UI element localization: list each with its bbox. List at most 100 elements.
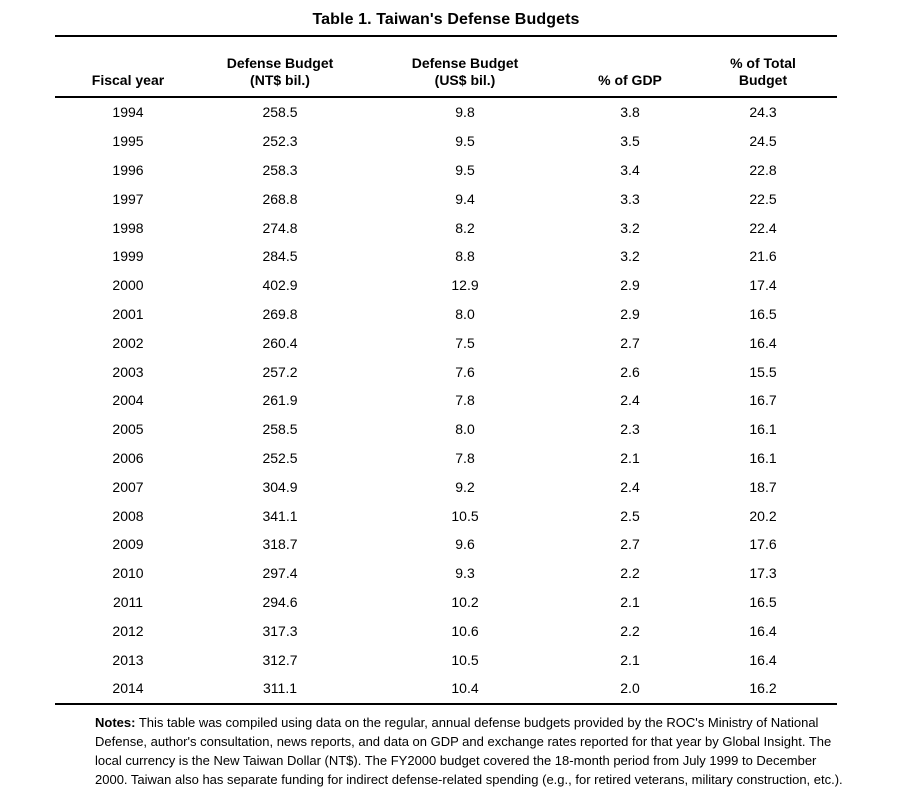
table-cell: 311.1 <box>263 680 297 697</box>
column-header-line: % of Total <box>730 55 796 71</box>
table-cell: 2.1 <box>620 449 640 466</box>
table-cell: 16.2 <box>749 680 777 697</box>
table-title: Table 1. Taiwan's Defense Budgets <box>312 11 580 28</box>
column-header-line: Budget <box>738 72 788 88</box>
table-cell: 8.0 <box>455 421 475 438</box>
table-cell: 21.6 <box>749 248 777 265</box>
table-cell: 16.5 <box>749 305 777 322</box>
column-header-0: Fiscal year <box>55 36 201 97</box>
table-row: 2005 258.5 8.0 2.3 16.1 <box>55 415 837 444</box>
table-cell: 2011 <box>112 593 144 610</box>
table-cell: 2004 <box>112 392 144 409</box>
table-cell: 261.9 <box>262 392 298 409</box>
table-cell: 294.6 <box>262 593 298 610</box>
table-cell: 22.4 <box>749 219 777 236</box>
table-cell: 317.3 <box>262 622 298 639</box>
table-row: 2014 311.1 10.4 2.0 16.2 <box>55 674 837 704</box>
table-cell: 2007 <box>112 478 144 495</box>
column-header-2: Defense Budget (US$ bil.) <box>359 36 571 97</box>
table-notes: Notes: This table was compiled using dat… <box>95 713 843 789</box>
table-cell: 257.2 <box>262 363 298 380</box>
table-cell: 2006 <box>112 449 144 466</box>
table-cell: 269.8 <box>262 305 298 322</box>
table-row: 2002 260.4 7.5 2.7 16.4 <box>55 328 837 357</box>
table-cell: 16.5 <box>749 593 777 610</box>
table-row: 1996 258.3 9.5 3.4 22.8 <box>55 156 837 185</box>
table-cell: 17.3 <box>749 565 777 582</box>
table-cell: 341.1 <box>262 507 298 524</box>
table-cell: 10.6 <box>451 622 479 639</box>
table-row: 2003 257.2 7.6 2.6 15.5 <box>55 357 837 386</box>
table-cell: 16.1 <box>749 449 777 466</box>
table-cell: 9.5 <box>455 133 475 150</box>
table-cell: 2014 <box>112 680 144 697</box>
table-cell: 2.1 <box>620 593 640 610</box>
table-cell: 2.5 <box>620 507 640 524</box>
column-header-line: % of GDP <box>598 72 662 88</box>
table-row: 2013 312.7 10.5 2.1 16.4 <box>55 645 837 674</box>
table-cell: 297.4 <box>262 565 298 582</box>
table-cell: 2000 <box>112 277 144 294</box>
table-cell: 284.5 <box>262 248 298 265</box>
table-cell: 10.2 <box>451 593 479 610</box>
table-cell: 24.3 <box>749 104 777 121</box>
table-cell: 10.5 <box>451 507 479 524</box>
table-row: 1998 274.8 8.2 3.2 22.4 <box>55 213 837 242</box>
table-cell: 3.4 <box>620 161 640 178</box>
table-cell: 3.2 <box>620 248 640 265</box>
table-cell: 2009 <box>112 536 144 553</box>
table-cell: 2003 <box>112 363 144 380</box>
table-cell: 258.5 <box>262 421 298 438</box>
table-cell: 3.3 <box>620 190 640 207</box>
table-cell: 2.4 <box>620 478 640 495</box>
table-cell: 16.1 <box>749 421 777 438</box>
table-cell: 252.5 <box>262 449 298 466</box>
table-cell: 2.2 <box>620 565 640 582</box>
table-cell: 22.8 <box>749 161 777 178</box>
table-cell: 304.9 <box>262 478 298 495</box>
table-cell: 17.4 <box>749 277 777 294</box>
table-cell: 3.2 <box>620 219 640 236</box>
table-cell: 2.3 <box>620 421 640 438</box>
table-row: 2012 317.3 10.6 2.2 16.4 <box>55 616 837 645</box>
table-row: 1999 284.5 8.8 3.2 21.6 <box>55 242 837 271</box>
table-row: 2009 318.7 9.6 2.7 17.6 <box>55 530 837 559</box>
table-cell: 2001 <box>112 305 144 322</box>
table-cell: 10.4 <box>451 680 479 697</box>
table-cell: 318.7 <box>262 536 298 553</box>
notes-text: This table was compiled using data on th… <box>95 714 843 787</box>
table-cell: 12.9 <box>451 277 479 294</box>
table-cell: 7.8 <box>455 449 475 466</box>
table-cell: 9.6 <box>455 536 475 553</box>
defense-budget-table: Fiscal year Defense Budget (NT$ bil.) Defen… <box>55 35 837 705</box>
table-cell: 9.5 <box>455 161 475 178</box>
table-row: 1995 252.3 9.5 3.5 24.5 <box>55 127 837 156</box>
table-cell: 252.3 <box>262 133 298 150</box>
column-header-1: Defense Budget (NT$ bil.) <box>201 36 359 97</box>
table-cell: 2.9 <box>620 305 640 322</box>
table-cell: 2.0 <box>620 680 640 697</box>
table-cell: 9.3 <box>455 565 475 582</box>
table-cell: 402.9 <box>262 277 298 294</box>
table-cell: 2010 <box>112 565 144 582</box>
table-cell: 1995 <box>112 133 144 150</box>
table-cell: 2.7 <box>620 536 640 553</box>
table-cell: 16.7 <box>749 392 777 409</box>
table-row: 2004 261.9 7.8 2.4 16.7 <box>55 386 837 415</box>
table-cell: 2013 <box>112 651 144 668</box>
table-cell: 10.5 <box>451 651 479 668</box>
table-cell: 16.4 <box>749 651 777 668</box>
table-cell: 3.8 <box>620 104 640 121</box>
table-cell: 2005 <box>112 421 144 438</box>
table-cell: 2.2 <box>620 622 640 639</box>
table-cell: 8.8 <box>455 248 475 265</box>
table-cell: 1996 <box>112 161 144 178</box>
table-cell: 2008 <box>112 507 144 524</box>
table-cell: 258.5 <box>262 104 298 121</box>
table-cell: 1998 <box>112 219 144 236</box>
page: Table 1. Taiwan's Defense Budgets Fiscal… <box>55 0 843 789</box>
table-cell: 7.8 <box>455 392 475 409</box>
column-header-line: Fiscal year <box>91 72 165 88</box>
column-header-line: (NT$ bil.) <box>250 72 310 88</box>
table-cell: 8.0 <box>455 305 475 322</box>
